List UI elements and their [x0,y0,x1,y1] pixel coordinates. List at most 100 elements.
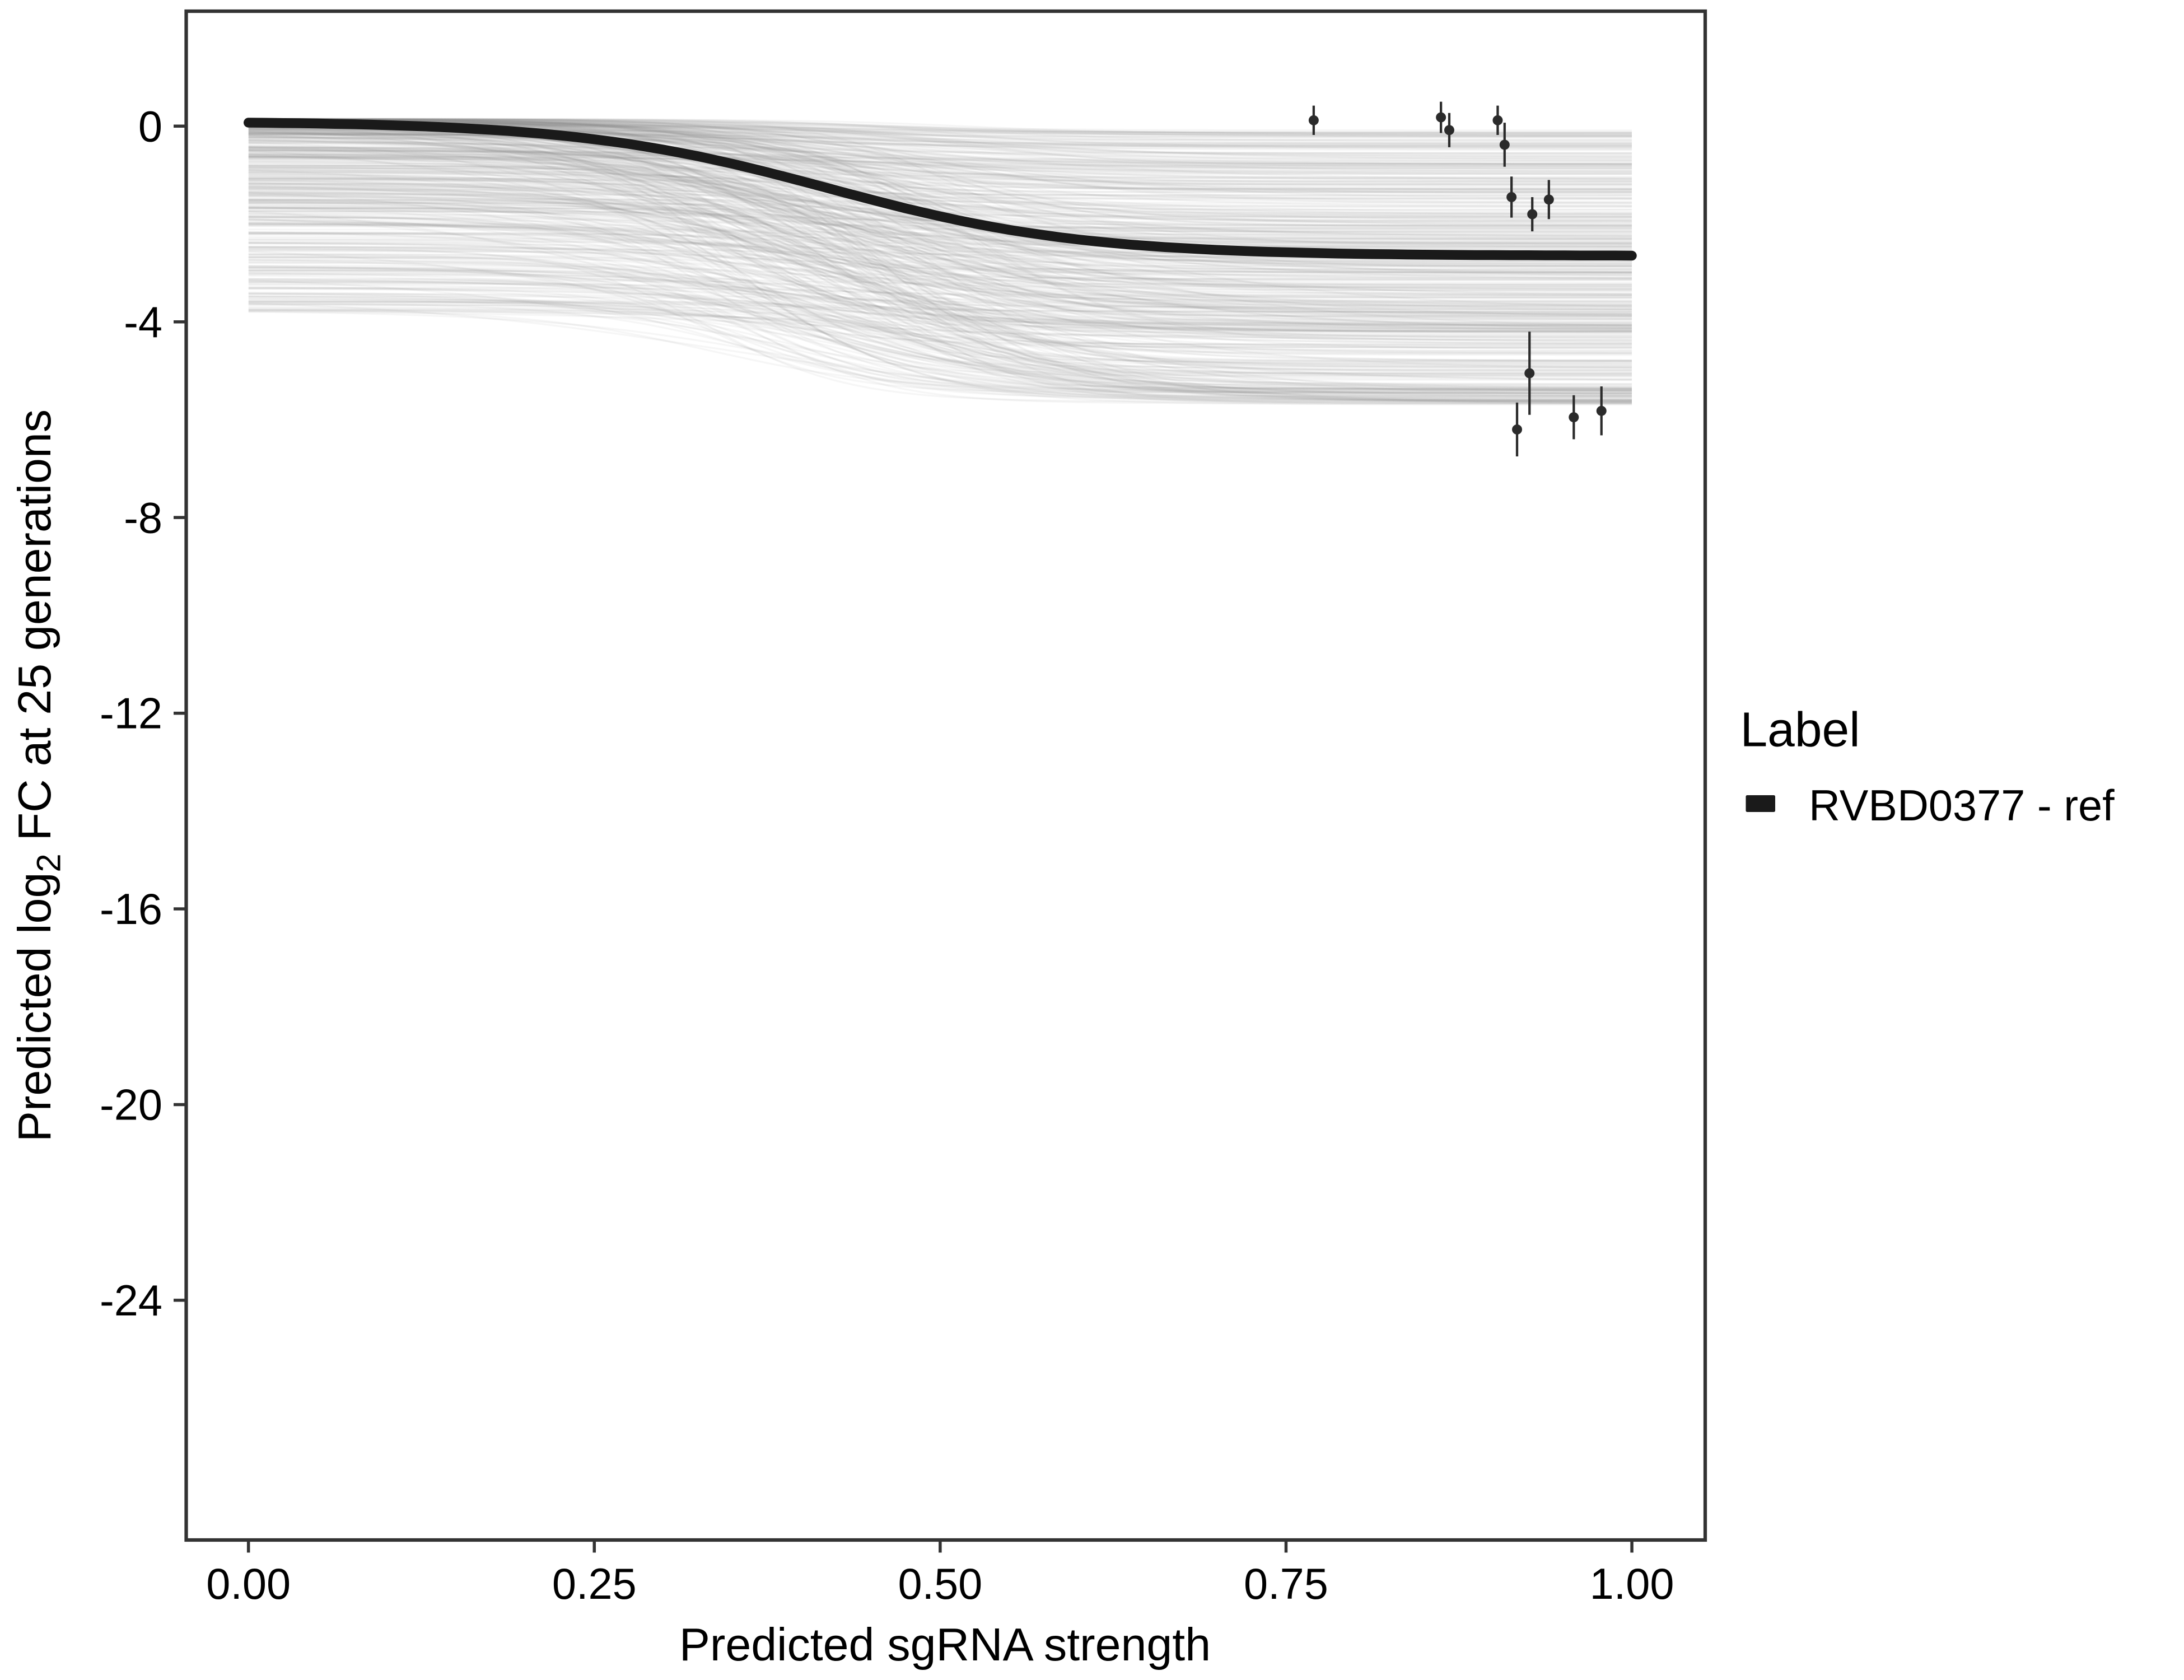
ensemble-curve [248,156,1632,290]
ensemble-curve [248,259,1632,394]
ensemble-curve [248,242,1632,274]
ensemble-curve [248,242,1632,273]
ensemble-curve [248,150,1632,175]
ensemble-curve [248,139,1632,240]
ensemble-curve [248,272,1632,327]
ensemble-curve [248,181,1632,363]
ensemble-curve [248,288,1632,333]
ensemble-curve [248,182,1632,240]
ensemble-curve [248,180,1632,378]
ensemble-curve [248,120,1632,137]
ensemble-curve [248,118,1632,165]
ensemble-curve [248,310,1632,340]
ensemble-curve [248,134,1632,184]
ensemble-curve [248,250,1632,404]
ensemble-curve [248,253,1632,288]
ensemble-curve [248,311,1632,402]
ensemble-curve [248,232,1632,246]
ensemble-curve [248,283,1632,395]
ensemble-curve [248,265,1632,328]
ensemble-curve [248,131,1632,268]
ensemble-curve [248,145,1632,185]
ensemble-curve [248,148,1632,272]
ensemble-curve [248,184,1632,274]
ensemble-curve [248,148,1632,226]
ensemble-curve [248,140,1632,245]
ensemble-curve [248,306,1632,341]
ensemble-curve [248,172,1632,403]
ensemble-curve [248,153,1632,305]
ensemble-curve [248,211,1632,403]
ensemble-curve [248,137,1632,286]
ensemble-curve [248,262,1632,398]
ensemble-curve [248,132,1632,166]
ensemble-curve [248,192,1632,390]
ensemble-curve [248,138,1632,175]
ensemble-curve [248,122,1632,343]
ensemble-curve [248,120,1632,167]
ensemble-curve [248,118,1632,145]
ensemble-curve [248,133,1632,165]
ensemble-curve [248,309,1632,392]
ensemble-curve [248,239,1632,363]
ensemble-curve [248,231,1632,323]
ensemble-curve [248,137,1632,170]
ensemble-curve [248,120,1632,161]
ensemble-curve [248,120,1632,371]
ensemble-curve [248,120,1632,172]
ensemble-curve [248,291,1632,394]
ensemble-curve [248,132,1632,221]
ensemble-curve [248,122,1632,148]
point-marker [1524,368,1535,379]
ensemble-curve [248,160,1632,315]
ensemble-curve [248,216,1632,229]
ensemble-curve [248,194,1632,276]
ensemble-curve [248,118,1632,158]
ensemble-curve [248,269,1632,348]
ensemble-curve [248,130,1632,295]
ensemble-curve [248,146,1632,180]
ensemble-curve [248,283,1632,296]
ensemble-curve [248,248,1632,398]
ensemble-curve [248,303,1632,386]
ensemble-curve [248,118,1632,134]
y-tick-label: 0 [138,102,162,151]
ensemble-curve [248,307,1632,389]
ensemble-curve [248,302,1632,401]
ensemble-curve [248,199,1632,262]
ensemble-curve [248,122,1632,194]
ensemble-curve [248,156,1632,186]
ensemble-curve [248,295,1632,391]
data-point [1512,402,1523,456]
ensemble-curve [248,264,1632,299]
data-point [1444,113,1454,147]
point-marker [1308,115,1319,125]
ensemble-curve [248,198,1632,349]
ensemble-curve [248,120,1632,134]
ensemble-curve [248,118,1632,137]
ensemble-curve [248,250,1632,392]
ensemble-curve [248,208,1632,242]
ensemble-curve [248,133,1632,326]
legend: Label RVBD0377 - ref [1740,702,2115,830]
ensemble-curve [248,222,1632,295]
y-tick-label: -4 [124,298,162,347]
ensemble-curve [248,162,1632,175]
ensemble-curve [248,155,1632,326]
ensemble-curve [248,128,1632,306]
ensemble-curve [248,139,1632,299]
data-point [1499,123,1510,167]
ensemble-curve [248,121,1632,138]
ensemble-curve [248,200,1632,381]
ensemble-curve [248,188,1632,329]
ensemble-curve [248,132,1632,229]
ensemble-curve [248,192,1632,311]
ensemble-curve [248,221,1632,395]
ensemble-curve [248,279,1632,330]
ensemble-curve [248,303,1632,347]
ensemble-curve [248,177,1632,274]
ensemble-curve [248,293,1632,396]
ensemble-curve [248,174,1632,204]
y-axis-title-post: FC at 25 generations [9,409,60,853]
ensemble-curve [248,150,1632,162]
